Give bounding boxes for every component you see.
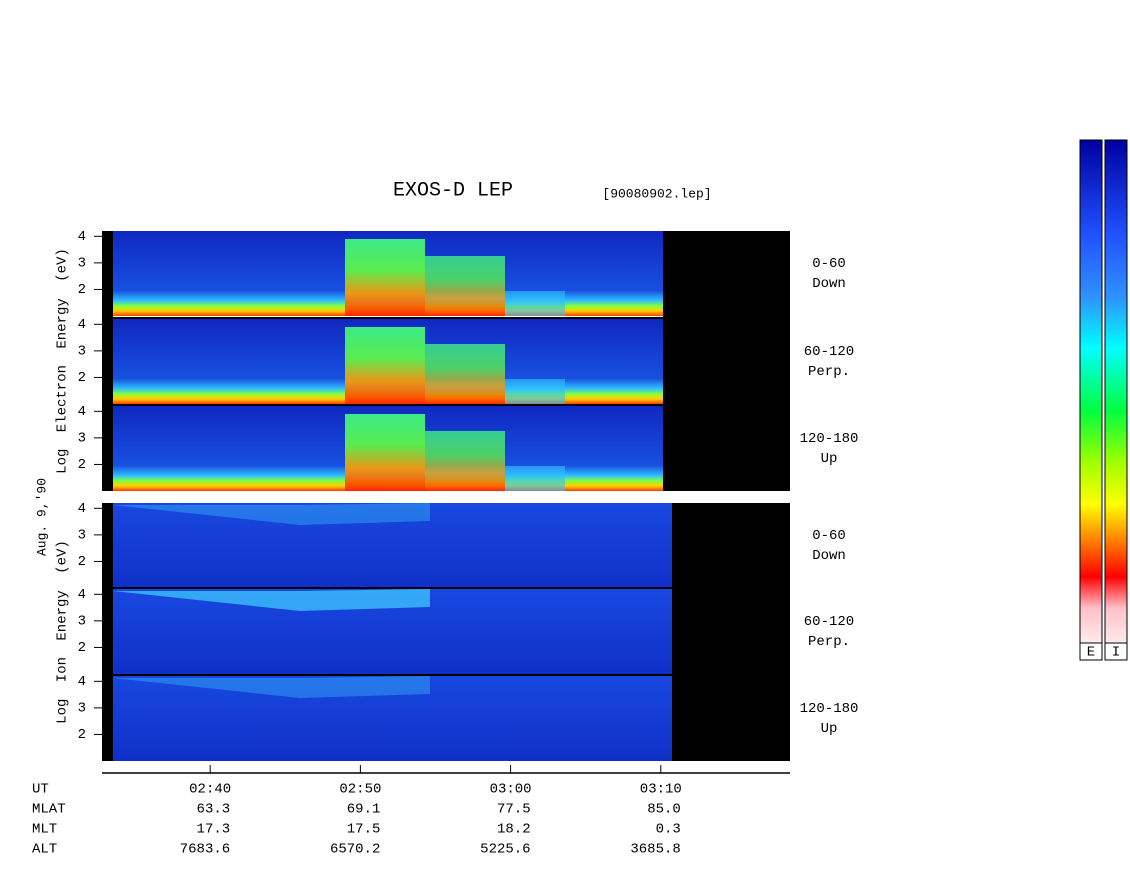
ephemeris-value: 63.3 — [197, 802, 231, 818]
ion-feature — [113, 503, 430, 525]
y-tick-label: 3 — [78, 701, 86, 717]
color-bar — [1104, 139, 1128, 661]
y-tick-label: 2 — [78, 370, 86, 386]
y-axis-label: Log Ion Energy (eV) — [55, 540, 71, 724]
y-tick-label: 3 — [78, 344, 86, 360]
panel-angle: 120-180 — [800, 701, 859, 717]
panel-angle: 60-120 — [804, 614, 854, 630]
no-data — [663, 231, 790, 491]
ephemeris-value: 18.2 — [497, 822, 531, 838]
no-data — [672, 503, 790, 761]
flux-burst — [505, 466, 565, 491]
ephemeris-value: 77.5 — [497, 802, 531, 818]
y-tick-label: 3 — [78, 431, 86, 447]
no-data — [102, 503, 113, 761]
y-tick-label: 3 — [78, 256, 86, 272]
panel-direction: Up — [821, 721, 838, 737]
y-tick-label: 4 — [78, 674, 86, 690]
y-tick-label: 4 — [78, 317, 86, 333]
y-axis-label: Log Electron Energy (eV) — [55, 248, 71, 474]
y-tick-label: 4 — [78, 501, 86, 517]
flux-burst — [505, 291, 565, 316]
ephemeris-value: 85.0 — [647, 802, 681, 818]
x-tick-label: 03:10 — [640, 782, 682, 798]
ephemeris-value: 17.3 — [197, 822, 231, 838]
y-tick-label: 2 — [78, 457, 86, 473]
color-bar-cap — [1079, 642, 1103, 661]
color-bar-label: E — [1087, 645, 1095, 661]
axes: 2 3 4 0-60 Down 2 3 4 60-120 Perp. 2 3 4 120-180 Up Log… — [32, 229, 858, 858]
flux-burst — [345, 239, 425, 316]
y-tick-label: 2 — [78, 554, 86, 570]
color-bar-label: I — [1112, 645, 1120, 661]
file-name: [90080902.lep] — [602, 186, 711, 201]
no-data — [102, 231, 113, 491]
ut-label: UT — [32, 782, 49, 798]
y-tick-label: 2 — [78, 282, 86, 298]
y-tick-label: 4 — [78, 404, 86, 420]
y-tick-label: 4 — [78, 229, 86, 245]
ephemeris-value: 5225.6 — [480, 842, 530, 858]
flux-burst — [505, 379, 565, 404]
ion-feature — [113, 589, 430, 611]
chart-title: EXOS-D LEP — [393, 179, 513, 202]
ephemeris-value: 7683.6 — [180, 842, 230, 858]
panel-direction: Up — [821, 451, 838, 467]
y-tick-label: 4 — [78, 587, 86, 603]
ephemeris-value: 69.1 — [347, 802, 381, 818]
ephemeris-value: 3685.8 — [630, 842, 680, 858]
panel-direction: Perp. — [808, 634, 850, 650]
ephemeris-label: MLT — [32, 822, 57, 838]
y-tick-label: 3 — [78, 614, 86, 630]
color-bar-cap — [1104, 642, 1128, 661]
date-label: Aug. 9,'90 — [34, 478, 49, 556]
ephemeris-value: 0.3 — [656, 822, 681, 838]
ephemeris-label: MLAT — [32, 802, 66, 818]
ephemeris-value: 6570.2 — [330, 842, 380, 858]
panel-angle: 0-60 — [812, 528, 846, 544]
ion-feature — [113, 676, 430, 698]
spectrograms — [102, 231, 790, 761]
panel-direction: Down — [812, 276, 846, 292]
panel-direction: Perp. — [808, 364, 850, 380]
spectrogram-panel — [113, 503, 672, 588]
y-tick-label: 3 — [78, 528, 86, 544]
panel-angle: 0-60 — [812, 256, 846, 272]
x-tick-label: 03:00 — [490, 782, 532, 798]
flux-burst — [345, 414, 425, 491]
color-bar — [1079, 139, 1103, 661]
panel-direction: Down — [812, 548, 846, 564]
flux-burst — [425, 256, 505, 316]
x-tick-label: 02:50 — [339, 782, 381, 798]
flux-burst — [345, 327, 425, 404]
ephemeris-label: ALT — [32, 842, 57, 858]
panel-angle: 60-120 — [804, 344, 854, 360]
ephemeris-value: 17.5 — [347, 822, 381, 838]
spectrogram-panel — [113, 676, 672, 761]
y-tick-label: 2 — [78, 640, 86, 656]
flux-burst — [425, 344, 505, 404]
y-tick-label: 2 — [78, 727, 86, 743]
x-tick-label: 02:40 — [189, 782, 231, 798]
panel-angle: 120-180 — [800, 431, 859, 447]
flux-burst — [425, 431, 505, 491]
